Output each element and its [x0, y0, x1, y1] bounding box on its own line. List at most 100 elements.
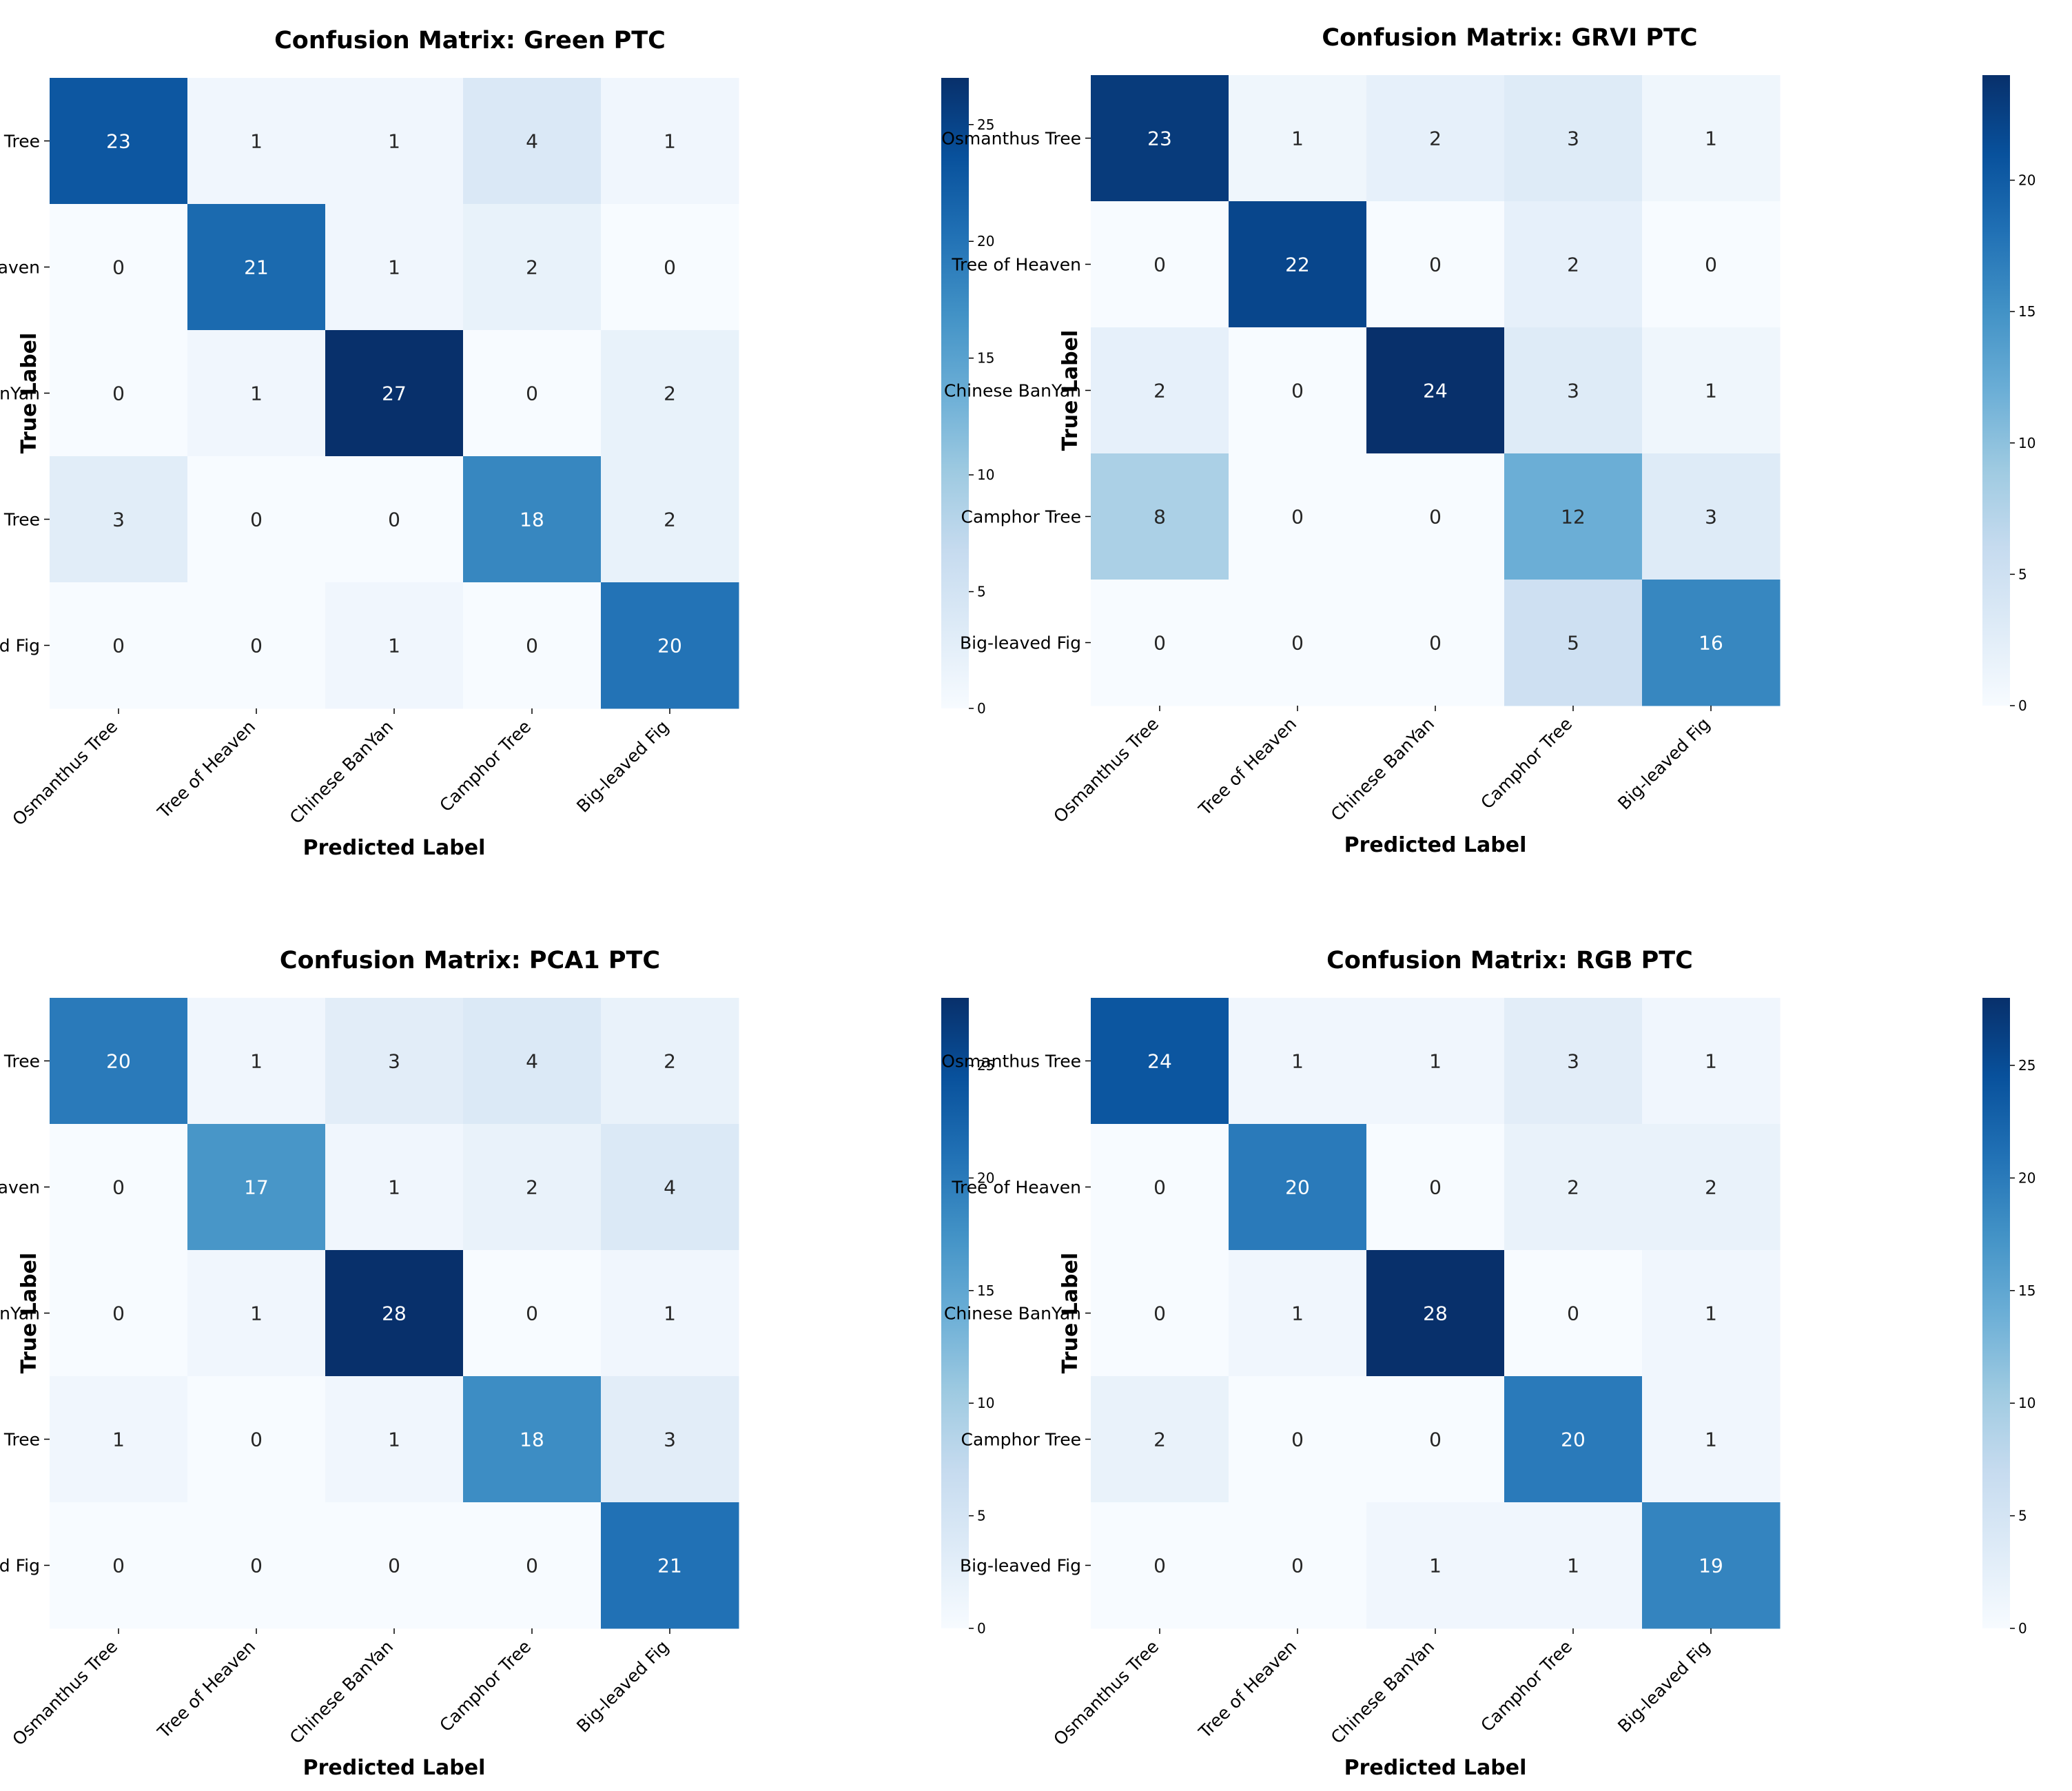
heatmap-cell: [463, 204, 602, 331]
cell-value-label: 17: [244, 1176, 269, 1199]
cell-value-label: 0: [250, 1429, 263, 1451]
cell-value-label: 1: [1291, 1050, 1304, 1073]
y-tick-label: Tree of Heaven: [0, 1178, 40, 1198]
cell-value-label: 20: [657, 635, 682, 657]
heatmap-cell: [1642, 327, 1781, 454]
colorbar-tick-label: 20: [2018, 1169, 2035, 1186]
cell-value-label: 23: [106, 130, 131, 153]
x-tick-label: Tree of Heaven: [153, 1637, 259, 1743]
heatmap-cell: [50, 582, 188, 709]
x-tick-label: Osmanthus Tree: [8, 717, 121, 830]
heatmap-cell: [463, 1124, 602, 1251]
chart-title: Confusion Matrix: PCA1 PTC: [280, 947, 660, 974]
cell-value-label: 1: [388, 635, 400, 657]
heatmap-cell: [601, 1376, 739, 1503]
y-tick-label: Osmanthus Tree: [0, 132, 40, 152]
cell-value-label: 0: [1429, 506, 1442, 529]
colorbar-tick-label: 15: [977, 1282, 994, 1299]
cell-value-label: 0: [1153, 254, 1166, 276]
heatmap-cell: [601, 456, 739, 583]
cell-value-label: 1: [388, 1176, 400, 1199]
y-tick-label: Big-leaved Fig: [960, 633, 1081, 653]
heatmap-cell: [187, 1376, 326, 1503]
heatmap-cell: [601, 1502, 739, 1629]
heatmap-cell: [1642, 75, 1781, 202]
cell-value-label: 0: [388, 509, 400, 531]
heatmap-cell: [601, 1250, 739, 1377]
cell-value-label: 3: [1567, 1050, 1579, 1073]
heatmap-cell: [325, 456, 464, 583]
colorbar: [1982, 998, 2010, 1628]
colorbar-tick-label: 5: [2018, 566, 2027, 582]
y-tick-label: Big-leaved Fig: [0, 1556, 40, 1576]
x-tick-label: Big-leaved Fig: [1614, 714, 1714, 814]
cell-value-label: 0: [1429, 1429, 1442, 1451]
cell-value-label: 0: [250, 1555, 263, 1577]
heatmap-cell: [463, 1502, 602, 1629]
cell-value-label: 2: [1567, 254, 1579, 276]
cell-value-label: 1: [664, 1302, 676, 1325]
colorbar-tick-label: 15: [2018, 1282, 2035, 1299]
heatmap-cell: [50, 1250, 188, 1377]
y-tick-label: Camphor Tree: [0, 1430, 40, 1450]
heatmap-cell: [1091, 75, 1229, 202]
cell-value-label: 0: [526, 382, 538, 405]
cell-value-label: 0: [112, 382, 125, 405]
cell-value-label: 2: [664, 1050, 676, 1073]
heatmap-cell: [1504, 453, 1643, 580]
heatmap-cell: [1504, 1502, 1643, 1629]
heatmap-cell: [1091, 1250, 1229, 1377]
heatmap-cell: [187, 1502, 326, 1629]
cell-value-label: 0: [1291, 1429, 1304, 1451]
cell-value-label: 0: [1291, 632, 1304, 655]
cell-value-label: 1: [250, 130, 263, 153]
y-tick-label: Camphor Tree: [961, 507, 1081, 527]
chart-title: Confusion Matrix: GRVI PTC: [1322, 24, 1697, 52]
colorbar: [941, 78, 969, 708]
x-axis-label: Predicted Label: [303, 836, 486, 860]
heatmap-cell: [1091, 998, 1229, 1125]
y-axis-label: True Label: [17, 1253, 41, 1374]
cell-value-label: 22: [1285, 254, 1310, 276]
cell-value-label: 0: [526, 635, 538, 657]
cell-value-label: 28: [382, 1302, 407, 1325]
heatmap-cell: [325, 582, 464, 709]
cell-value-label: 1: [1429, 1050, 1442, 1073]
heatmap-cell: [1366, 1376, 1505, 1503]
cell-value-label: 1: [1291, 1302, 1304, 1325]
cell-value-label: 21: [657, 1555, 682, 1577]
heatmap-cell: [187, 582, 326, 709]
x-tick-label: Tree of Heaven: [1194, 1637, 1300, 1743]
heatmap-cell: [1366, 1502, 1505, 1629]
heatmap-cell: [1366, 998, 1505, 1125]
x-tick-label: Big-leaved Fig: [1614, 1637, 1714, 1737]
y-tick-label: Tree of Heaven: [951, 1178, 1081, 1198]
cell-value-label: 1: [388, 1429, 400, 1451]
cell-value-label: 4: [664, 1176, 676, 1199]
heatmap-cell: [325, 1250, 464, 1377]
heatmap-cell: [50, 1124, 188, 1251]
heatmap-cell: [187, 456, 326, 583]
x-tick-label: Big-leaved Fig: [573, 1637, 673, 1737]
cell-value-label: 12: [1561, 506, 1586, 529]
y-tick-label: Big-leaved Fig: [960, 1556, 1081, 1576]
cell-value-label: 2: [1705, 1176, 1717, 1199]
colorbar-tick-label: 5: [977, 584, 986, 600]
colorbar-tick-label: 0: [977, 1620, 986, 1637]
cell-value-label: 2: [664, 509, 676, 531]
cell-value-label: 20: [1285, 1176, 1310, 1199]
heatmap-cell: [1366, 580, 1505, 706]
y-tick-label: Tree of Heaven: [951, 255, 1081, 275]
heatmap-cell: [463, 1376, 602, 1503]
heatmap-cell: [1504, 75, 1643, 202]
heatmap-cell: [1642, 201, 1781, 328]
heatmap-cell: [1642, 580, 1781, 706]
colorbar-tick-label: 15: [977, 350, 994, 367]
y-tick-label: Tree of Heaven: [0, 258, 40, 278]
colorbar-tick-label: 5: [2018, 1508, 2027, 1524]
x-tick-label: Camphor Tree: [1477, 714, 1576, 813]
colorbar: [1982, 75, 2010, 706]
colorbar-tick-label: 0: [977, 700, 986, 717]
